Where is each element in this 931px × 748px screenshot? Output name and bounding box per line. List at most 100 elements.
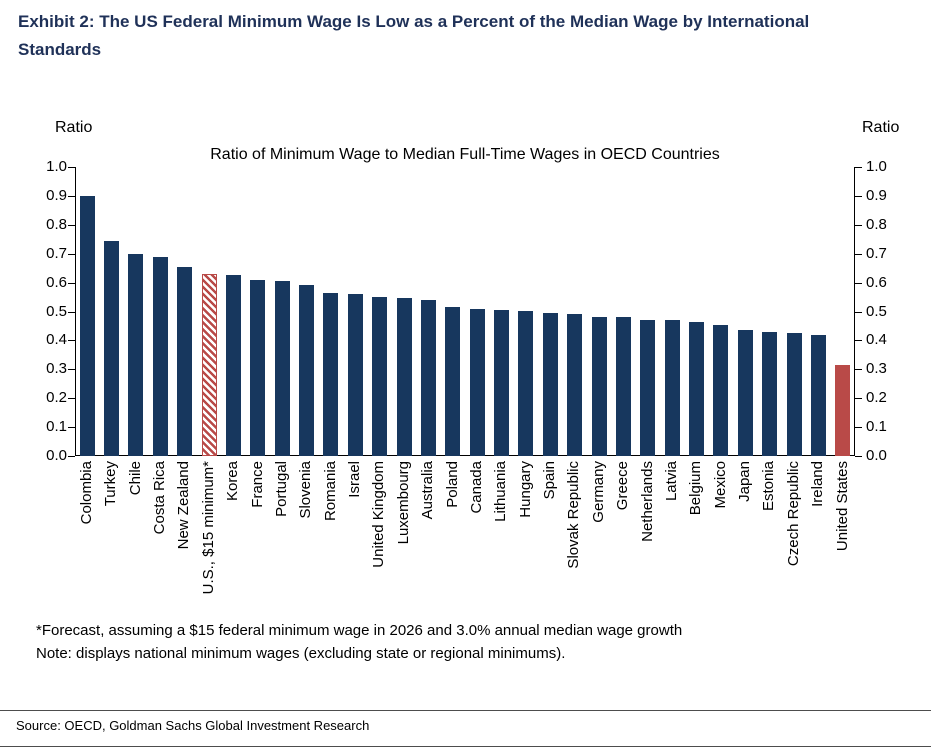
x-axis-label: Czech Republic [784, 461, 802, 567]
x-axis-label: Costa Rica [151, 461, 169, 535]
x-axis-label: New Zealand [175, 461, 193, 550]
x-axis-label: Romania [321, 461, 339, 522]
bar-canada [469, 309, 485, 456]
y-tick-right [855, 312, 862, 313]
x-axis-label: Canada [467, 461, 485, 514]
y-tick-label-right: 0.4 [866, 331, 887, 348]
x-label-cell: United Kingdom [368, 456, 392, 624]
x-axis-label: Korea [224, 461, 242, 502]
bar-column: Germany [587, 167, 611, 624]
x-axis-label: U.S., $15 minimum* [199, 461, 217, 595]
x-axis-label: Germany [589, 461, 607, 523]
bar-cell [636, 167, 660, 456]
divider-bottom [0, 746, 931, 747]
y-tick-label-left: 0.8 [46, 216, 67, 233]
x-axis-label: Hungary [516, 461, 534, 518]
x-axis-label: Colombia [77, 461, 95, 525]
bar-czech-republic [786, 333, 802, 456]
y-tick-label-right: 0.6 [866, 274, 887, 291]
bar-column: Mexico [709, 167, 733, 624]
chart-area: 0.0 0.0 0.1 0.1 0.2 0.2 0.3 0.3 0.4 0.4 0.5 0.5 0.6 0… [46, 158, 887, 624]
bar-netherlands [640, 320, 656, 456]
bar-slovenia [299, 285, 315, 456]
bar-mexico [713, 325, 729, 456]
bar-united-states [835, 365, 851, 456]
x-axis-label: Turkey [102, 461, 120, 507]
x-axis-label: Netherlands [638, 461, 656, 542]
y-tick-right [855, 456, 862, 457]
y-tick-label-left: 0.4 [46, 331, 67, 348]
y-tick-label-left: 0.0 [46, 447, 67, 464]
x-axis-label: Chile [126, 461, 144, 496]
bar-column: Greece [611, 167, 635, 624]
x-label-cell: Colombia [75, 456, 99, 624]
bar-portugal [274, 281, 290, 456]
x-label-cell: Spain [538, 456, 562, 624]
x-axis-label: Slovak Republic [565, 461, 583, 569]
source-text: Source: OECD, Goldman Sachs Global Inves… [16, 718, 370, 733]
y-tick-label-left: 1.0 [46, 158, 67, 175]
y-tick-right [855, 369, 862, 370]
bar-lithuania [494, 310, 510, 456]
bar-cell [343, 167, 367, 456]
x-axis-label: Mexico [711, 461, 729, 509]
y-tick-label-left: 0.7 [46, 245, 67, 262]
x-axis-label: Belgium [687, 461, 705, 516]
bar-cell [684, 167, 708, 456]
x-label-cell: Estonia [758, 456, 782, 624]
x-axis-label: Portugal [272, 461, 290, 517]
bar-cell [587, 167, 611, 456]
x-label-cell: Luxembourg [392, 456, 416, 624]
plot-frame [75, 167, 855, 456]
bar-column: United States [831, 167, 855, 624]
footnote-forecast: *Forecast, assuming a $15 federal minimu… [36, 622, 683, 639]
y-tick-left [68, 398, 75, 399]
bar-slovak-republic [567, 314, 583, 456]
bar-column: U.S., $15 minimum* [197, 167, 221, 624]
bar-korea [225, 275, 241, 456]
y-tick-label-left: 0.1 [46, 418, 67, 435]
x-label-cell: Greece [611, 456, 635, 624]
bar-column: Czech Republic [782, 167, 806, 624]
y-tick-label-left: 0.2 [46, 389, 67, 406]
y-axis-title-right: Ratio [862, 119, 900, 136]
x-label-cell: Czech Republic [782, 456, 806, 624]
x-label-cell: Slovenia [294, 456, 318, 624]
bar-united-kingdom [372, 297, 388, 456]
bar-cell [221, 167, 245, 456]
y-tick-right [855, 427, 862, 428]
bar-column: Japan [733, 167, 757, 624]
y-tick-right [855, 225, 862, 226]
bar-column: Estonia [758, 167, 782, 624]
bar-column: Hungary [514, 167, 538, 624]
bar-new-zealand [177, 267, 193, 456]
bar-column: Korea [221, 167, 245, 624]
x-label-cell: U.S., $15 minimum* [197, 456, 221, 624]
y-tick-label-right: 0.1 [866, 418, 887, 435]
x-axis-label: United States [833, 461, 851, 552]
bar-column: Romania [319, 167, 343, 624]
bar-greece [615, 317, 631, 456]
x-axis-label: Spain [541, 461, 559, 500]
bar-cell [538, 167, 562, 456]
bar-cell [270, 167, 294, 456]
x-axis-label: Estonia [760, 461, 778, 512]
y-tick-label-right: 0.0 [866, 447, 887, 464]
x-label-cell: Germany [587, 456, 611, 624]
y-tick-right [855, 254, 862, 255]
x-label-cell: New Zealand [173, 456, 197, 624]
bar-cell [75, 167, 99, 456]
y-tick-label-left: 0.5 [46, 303, 67, 320]
x-label-cell: Mexico [709, 456, 733, 624]
y-tick-right [855, 196, 862, 197]
x-label-cell: Ireland [806, 456, 830, 624]
bar-column: Portugal [270, 167, 294, 624]
x-axis-label: Poland [443, 461, 461, 508]
x-label-cell: Australia [416, 456, 440, 624]
bar-column: Luxembourg [392, 167, 416, 624]
bar-column: Slovak Republic [563, 167, 587, 624]
bar-japan [737, 330, 753, 456]
bar-colombia [79, 196, 95, 456]
y-tick-left [68, 283, 75, 284]
bar-cell [148, 167, 172, 456]
